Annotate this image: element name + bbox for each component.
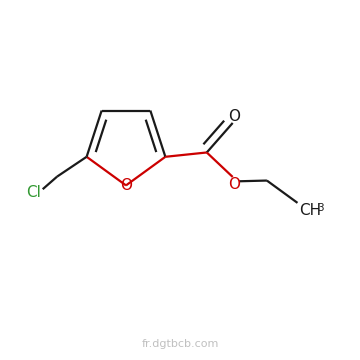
Text: 3: 3 [317,203,324,213]
Text: O: O [229,177,240,192]
Text: fr.dgtbcb.com: fr.dgtbcb.com [141,339,219,349]
Text: Cl: Cl [26,185,41,200]
Text: CH: CH [299,203,321,218]
Text: O: O [120,178,132,193]
Text: O: O [229,109,240,124]
